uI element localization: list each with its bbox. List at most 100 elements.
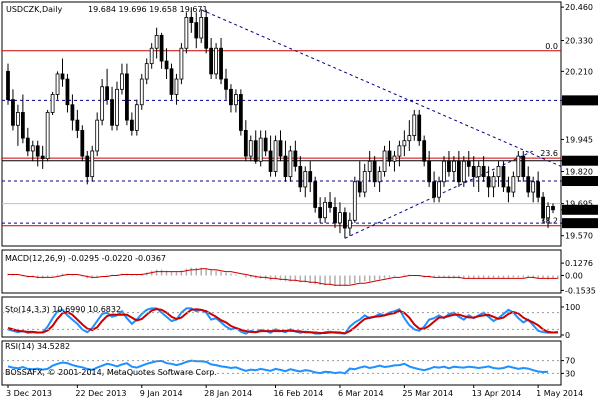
x-tick-label: 25 Mar 2014	[402, 389, 453, 398]
candle-body	[461, 160, 466, 183]
price-tick-label: 20.210	[565, 67, 593, 76]
macd-series-line-1	[8, 268, 558, 286]
candle-body	[427, 160, 432, 183]
candle-body	[328, 201, 332, 208]
candle-body	[382, 150, 387, 172]
candle-body	[486, 176, 491, 188]
candle-body	[224, 78, 228, 90]
candle-body	[521, 155, 526, 178]
x-tick-label: 1 May 2014	[536, 389, 583, 398]
candle-body	[273, 140, 278, 172]
stoch-tick-label: 0	[565, 331, 570, 340]
stoch-tick-label: 100	[565, 303, 580, 312]
macd-title: MACD(12,26,9) -0.0295 -0.0220 -0.0367	[5, 254, 166, 263]
price-tag-label: 20.097	[565, 96, 593, 105]
candle-body	[283, 155, 288, 178]
candle-body	[70, 104, 75, 121]
chart-symbol-label: USDCZK,Daily	[6, 5, 62, 14]
price-tick-label: 19.820	[565, 168, 593, 177]
candle-body	[531, 181, 536, 193]
candle-body	[551, 206, 555, 211]
x-tick-label: 28 Jan 2014	[204, 389, 252, 398]
candle-body	[422, 140, 427, 162]
stochastic-panel: 100 0	[2, 303, 580, 340]
candle-body	[209, 47, 214, 75]
candle-body	[263, 137, 268, 152]
candle-body	[352, 181, 357, 221]
candle-body	[481, 165, 486, 178]
candle-body	[229, 88, 233, 106]
candle-body	[204, 17, 209, 49]
candle-body	[80, 130, 85, 157]
candle-body	[367, 160, 372, 172]
candle-body	[115, 88, 119, 126]
price-tag-bg	[562, 204, 598, 215]
price-tick-label: 20.460	[565, 3, 593, 12]
panel-frame-stoch	[1, 296, 562, 338]
axis-labels: 20.460 20.330 20.210 20.097 19.945 19.862 19.8…	[6, 3, 598, 398]
price-tick-label: 19.945	[565, 135, 593, 144]
candle-body	[16, 112, 20, 126]
candle-body	[546, 206, 550, 219]
price-tag-label: 19.783	[565, 177, 593, 186]
candle-body	[258, 137, 263, 162]
fib-label: 23.6	[540, 149, 558, 158]
rsi-series-line-0	[7, 359, 549, 375]
macd-tick-label: 0.1276	[565, 259, 593, 268]
stoch-series-line-1	[7, 307, 558, 335]
price-tag-bg	[562, 155, 598, 166]
candle-body	[496, 165, 501, 178]
candle-body	[511, 176, 516, 193]
x-tick-label: 9 Jan 2014	[140, 389, 183, 398]
fib-label: 38.2	[540, 217, 558, 226]
candle-body	[323, 201, 327, 219]
candle-body	[466, 160, 471, 167]
fib-label: 0.0	[545, 42, 558, 51]
candle-body	[288, 150, 293, 178]
candle-body	[303, 171, 308, 188]
candle-body	[20, 112, 25, 139]
candle-body	[65, 78, 70, 106]
panel-frame-price	[1, 1, 562, 247]
candle-body	[338, 212, 342, 224]
candle-body	[308, 171, 313, 183]
rsi-tick-label: 30	[565, 369, 575, 378]
candle-body	[184, 17, 189, 49]
price-tag-label: 19.862	[565, 157, 593, 166]
rsi-tick-label: 70	[565, 357, 575, 366]
copyright-text: BOSSAFX, © 2001-2014, MetaQuotes Softwar…	[5, 368, 217, 377]
macd-tick-label: 0.00	[565, 272, 583, 281]
candle-body	[407, 135, 412, 142]
candle-body	[397, 145, 402, 157]
candle-body	[402, 140, 407, 147]
candle-body	[139, 78, 144, 106]
x-tick-label: 16 Feb 2014	[274, 389, 324, 398]
candle-body	[293, 150, 298, 167]
candle-body	[471, 165, 476, 178]
candle-body	[60, 73, 65, 80]
candle-body	[506, 186, 511, 193]
price-tick-label: 19.570	[565, 232, 593, 241]
candle-body	[154, 34, 159, 49]
candle-body	[189, 17, 194, 23]
candle-body	[110, 99, 114, 126]
macd-tick-label: -0.1535	[565, 286, 596, 295]
macd-panel: 0.1276 0.00 -0.1535	[7, 259, 596, 295]
candle-body	[313, 181, 318, 208]
candle-body	[6, 70, 10, 100]
candle-body	[40, 155, 45, 160]
candle-body	[347, 219, 352, 229]
candle-body	[105, 86, 109, 101]
candle-body	[417, 114, 422, 142]
candle-body	[248, 140, 253, 157]
candle-body	[194, 22, 199, 39]
candle-body	[234, 94, 238, 106]
candle-body	[526, 176, 531, 193]
panel-frames	[1, 1, 562, 386]
candle-body	[134, 104, 139, 131]
price-tag-label: 19.619	[565, 219, 593, 228]
candle-body	[169, 68, 174, 95]
x-tick-label: 6 Mar 2014	[338, 389, 384, 398]
